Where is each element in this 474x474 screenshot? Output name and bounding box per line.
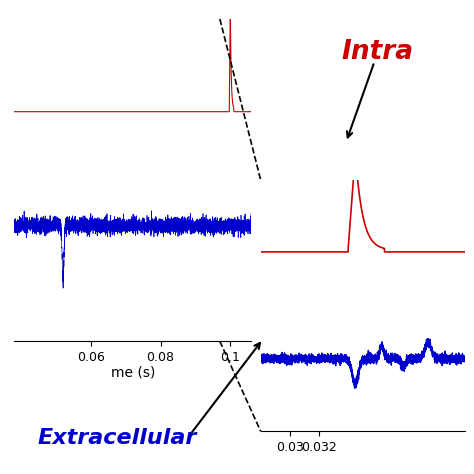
X-axis label: me (s): me (s)	[110, 365, 155, 379]
Text: Extracellular: Extracellular	[38, 428, 197, 448]
Text: Intra: Intra	[341, 39, 413, 65]
